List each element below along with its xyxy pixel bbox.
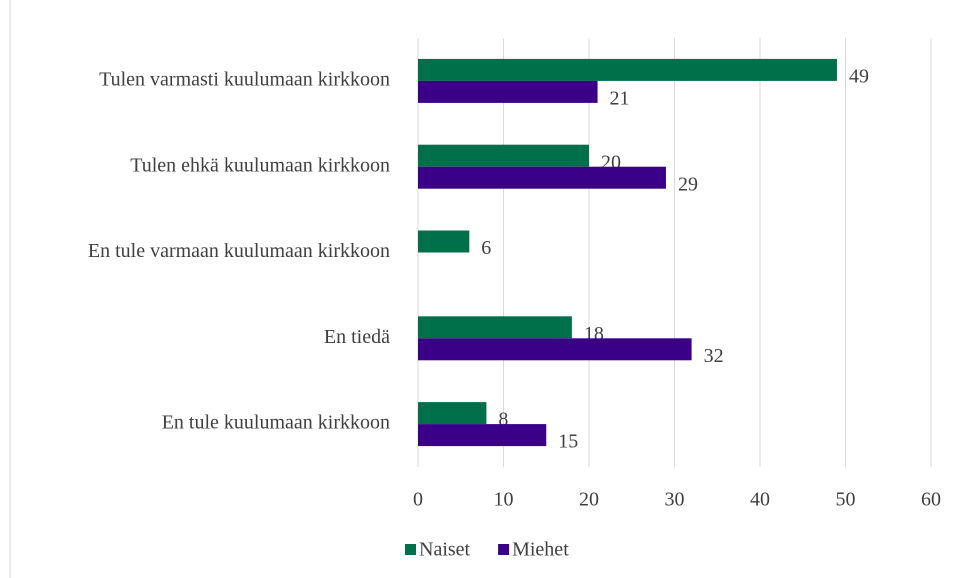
data-label: 21 — [610, 87, 630, 109]
y-tick-label: Tulen varmasti kuulumaan kirkkoon — [99, 68, 390, 90]
y-tick-label: En tule varmaan kuulumaan kirkkoon — [88, 240, 390, 262]
x-tick-label: 0 — [413, 489, 423, 511]
legend-swatch — [498, 544, 510, 555]
x-tick-label: 50 — [836, 489, 856, 511]
bar — [418, 316, 572, 339]
x-tick-label: 60 — [921, 489, 941, 511]
data-label: 49 — [849, 65, 869, 87]
data-label: 8 — [498, 409, 508, 431]
x-tick-label: 40 — [750, 489, 770, 511]
legend-swatch — [405, 544, 416, 555]
data-label: 32 — [704, 345, 724, 367]
bar — [418, 80, 598, 103]
x-tick-label: 10 — [494, 489, 514, 511]
bar — [418, 424, 547, 447]
legend-label: Miehet — [512, 539, 569, 561]
bar — [418, 58, 837, 81]
bar — [418, 230, 470, 253]
bar — [418, 166, 666, 189]
y-tick-label: Tulen ehkä kuulumaan kirkkoon — [130, 154, 390, 176]
bar — [418, 144, 589, 167]
legend-label: Naiset — [419, 539, 471, 561]
y-tick-label: En tule kuulumaan kirkkoon — [162, 412, 390, 434]
x-tick-label: 30 — [665, 489, 685, 511]
bar — [418, 338, 692, 361]
x-tick-label: 20 — [579, 489, 599, 511]
data-label: 29 — [678, 173, 698, 195]
bar — [418, 402, 487, 425]
y-tick-label: En tiedä — [324, 326, 390, 348]
data-label: 15 — [558, 431, 578, 453]
data-label: 6 — [481, 237, 491, 259]
